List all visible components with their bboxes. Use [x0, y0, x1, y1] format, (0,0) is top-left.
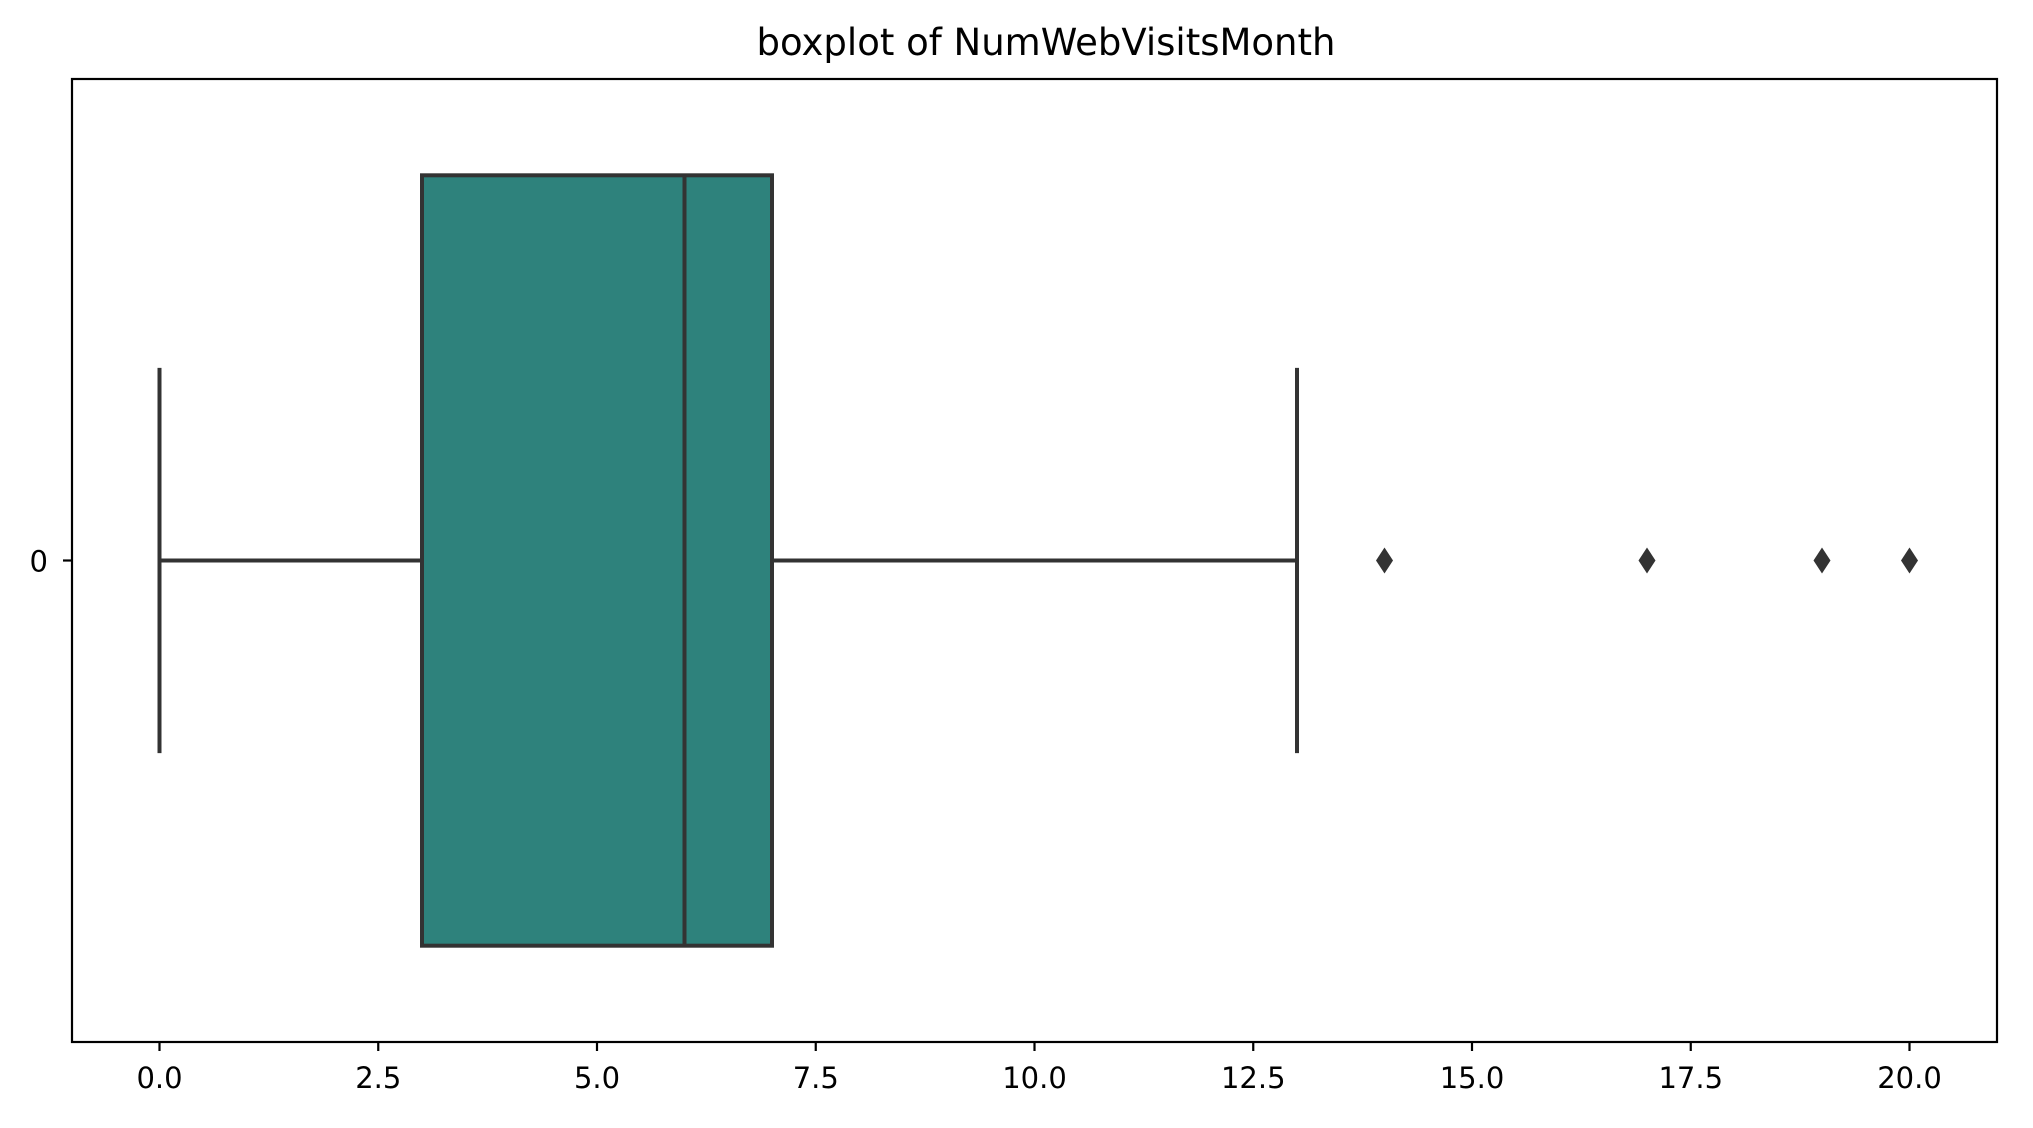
x-tick-label: 2.5 [355, 1061, 401, 1095]
plot-area [157, 173, 1918, 948]
outlier-point [1813, 547, 1831, 574]
outlier-point [1376, 547, 1393, 574]
outlier-point [1901, 547, 1918, 574]
y-tick-label: 0 [30, 545, 48, 579]
x-tick-label: 7.5 [793, 1061, 839, 1095]
x-tick-label: 5.0 [574, 1061, 620, 1095]
x-tick-label: 17.5 [1658, 1061, 1723, 1095]
outlier-point [1638, 547, 1656, 574]
x-tick-label: 15.0 [1440, 1061, 1505, 1095]
chart-title: boxplot of NumWebVisitsMonth [757, 21, 1336, 64]
x-tick-label: 0.0 [136, 1061, 182, 1095]
y-axis: 0 [30, 545, 72, 579]
x-tick-label: 10.0 [1002, 1061, 1067, 1095]
iqr-box [420, 173, 774, 948]
x-axis: 0.0 2.5 5.0 7.5 10.0 12.5 15.0 17.5 20.0 [136, 1042, 1942, 1095]
x-tick-label: 20.0 [1877, 1061, 1942, 1095]
x-tick-label: 12.5 [1221, 1061, 1286, 1095]
